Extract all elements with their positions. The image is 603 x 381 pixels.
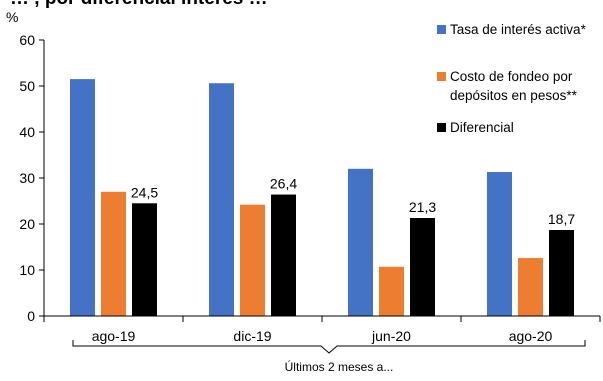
data-label: 24,5 [131,184,158,200]
x-tick-label: ago-20 [509,328,553,344]
bar [410,218,435,316]
bar [379,266,404,316]
y-tick-label: 60 [19,32,35,48]
y-tick-label: 10 [19,262,35,278]
bar [487,172,512,316]
x-axis: ago-19 dic-19 jun-20 ago-20 [43,315,601,344]
data-label: 26,4 [270,176,297,192]
legend-swatch [437,123,446,132]
bar [348,168,373,316]
bracket-line [72,340,586,354]
y-tick-label: 30 [19,170,35,186]
legend: Tasa de interés activa* Costo de fondeo p… [437,22,587,135]
y-tick-label: 0 [27,308,35,324]
legend-swatch [437,72,446,81]
bar [549,229,574,316]
data-label: 18,7 [548,211,575,227]
bar [70,79,95,316]
y-tick-label: 40 [19,124,35,140]
y-axis: 0 10 20 30 40 50 60 [19,32,45,324]
legend-label: depósitos en pesos** [450,88,578,103]
x-tick-label: ago-19 [92,328,136,344]
legend-swatch [437,25,446,34]
bar [240,204,265,316]
bar [132,203,157,316]
legend-label: Tasa de interés activa* [450,22,587,37]
group-bracket [72,340,586,354]
bars [70,79,574,317]
bar [101,191,126,316]
bar [518,258,543,316]
y-axis-unit: % [6,9,18,25]
y-tick-label: 50 [19,78,35,94]
data-label: 21,3 [409,199,436,215]
chart-title: … , por diferencial interés … [10,0,268,9]
legend-label: Costo de fondeo por [450,69,573,84]
bar [271,194,296,316]
group-caption: Últimos 2 meses a... [285,359,394,374]
x-tick-label: dic-19 [233,328,271,344]
x-tick-label: jun-20 [371,328,411,344]
legend-label: Diferencial [450,120,514,135]
y-tick-label: 20 [19,216,35,232]
bar [209,83,234,317]
data-labels: 24,5 26,4 21,3 18,7 [131,176,575,227]
